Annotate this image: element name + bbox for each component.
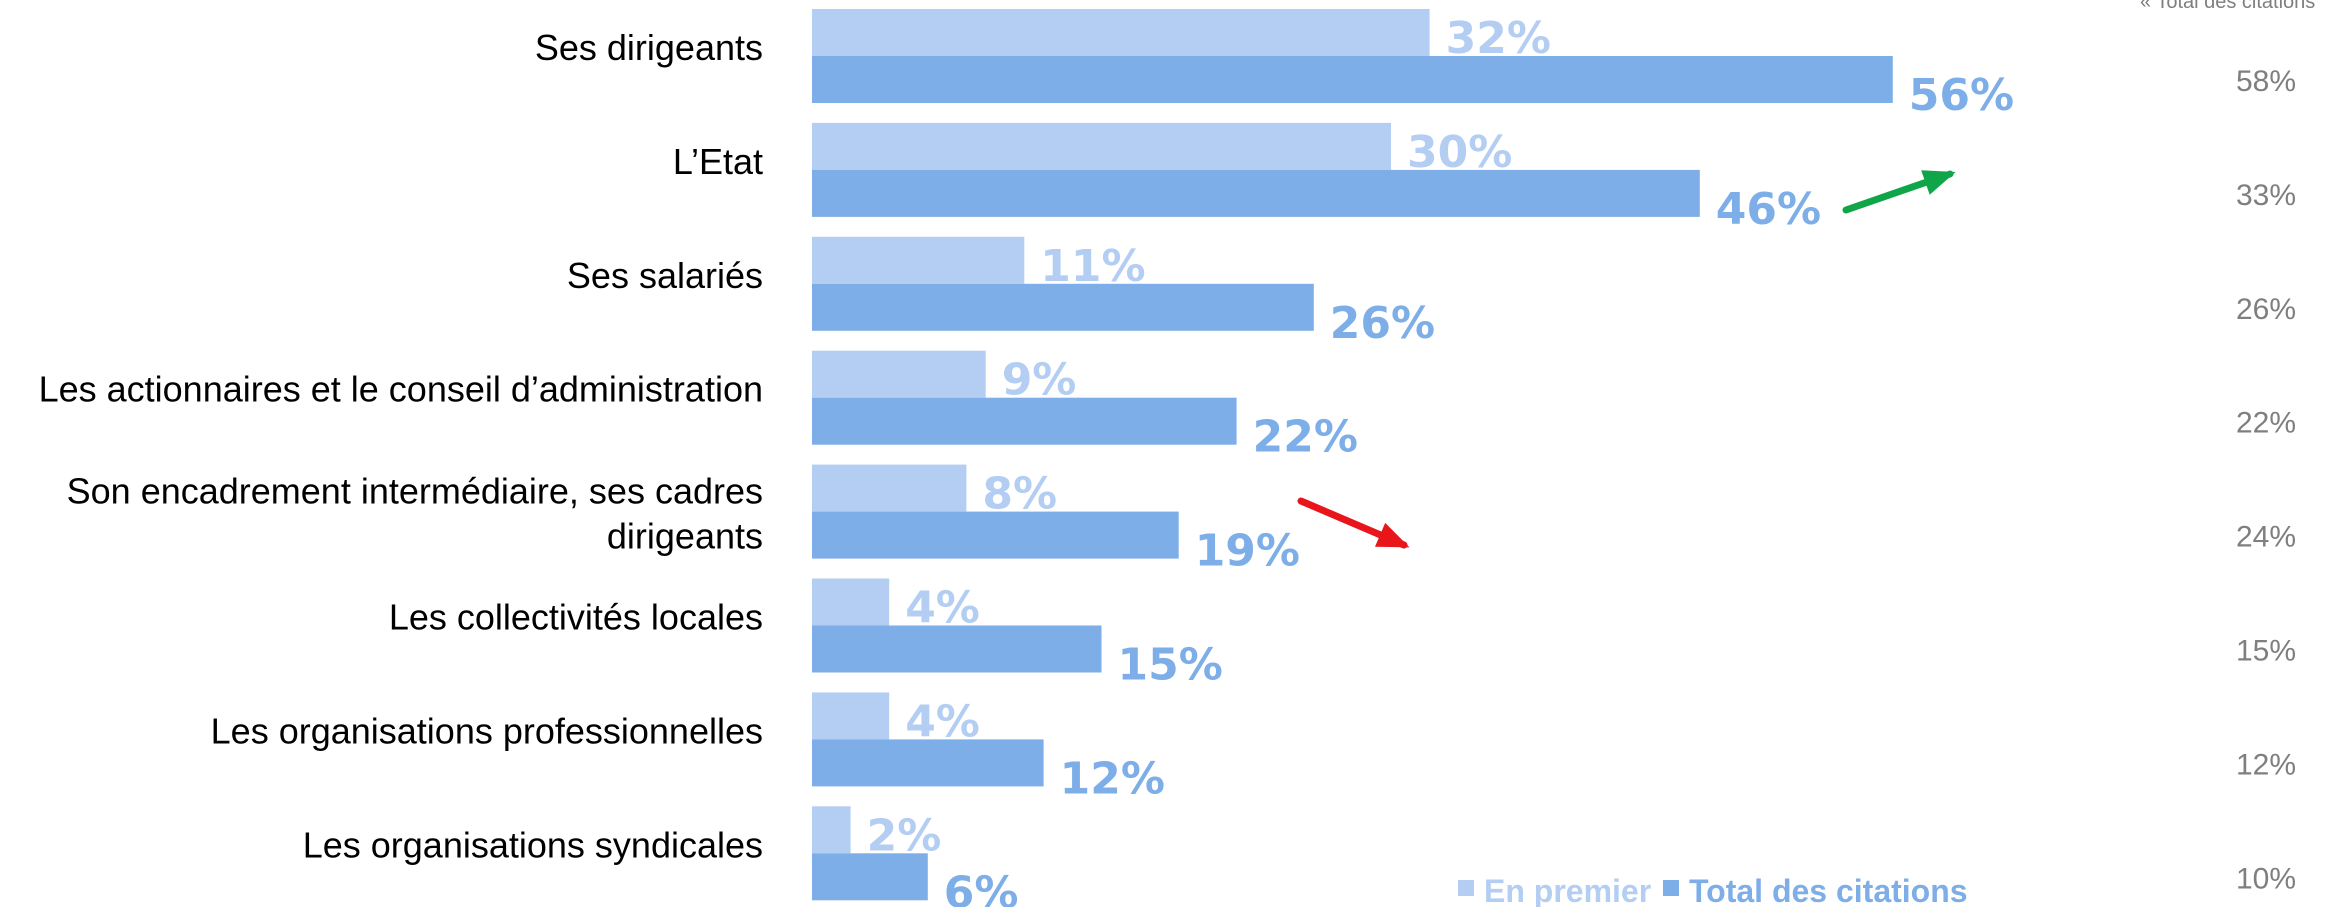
bar-total bbox=[812, 853, 928, 901]
data-label-first: 30% bbox=[1407, 127, 1512, 178]
data-label-total: 12% bbox=[1060, 753, 1165, 804]
category-label: Les actionnaires et le conseil d’adminis… bbox=[39, 369, 763, 410]
category-label: Les organisations syndicales bbox=[303, 824, 763, 865]
data-label-first: 32% bbox=[1446, 13, 1551, 64]
data-label-first: 9% bbox=[1002, 355, 1077, 406]
legend-label-first: En premier bbox=[1484, 873, 1651, 907]
bar-first bbox=[812, 806, 851, 854]
bar-group: Les organisations professionnelles 4% 12% 1… bbox=[211, 692, 2296, 804]
previous-total-label: 24% bbox=[2236, 521, 2296, 554]
data-label-first: 4% bbox=[905, 696, 980, 747]
legend-swatch-total bbox=[1663, 880, 1679, 896]
data-label-first: 8% bbox=[982, 469, 1057, 520]
bar-group: Ses salariés 11% 26% 26% bbox=[567, 236, 2296, 349]
previous-total-label: 15% bbox=[2236, 635, 2296, 668]
data-label-first: 2% bbox=[867, 810, 942, 861]
legend-label-total: Total des citations bbox=[1689, 873, 1968, 907]
data-label-first: 4% bbox=[905, 583, 980, 634]
previous-total-label: 33% bbox=[2236, 179, 2296, 212]
bar-group: L’Etat 30% 46% 33% bbox=[673, 122, 2296, 235]
bar-group: Les organisations syndicales 2%6% 10% bbox=[303, 806, 2296, 907]
bar-first bbox=[812, 578, 890, 626]
data-label-total: 19% bbox=[1195, 526, 1300, 577]
bar-total bbox=[812, 397, 1237, 445]
previous-total-label: 58% bbox=[2236, 65, 2296, 98]
legend-swatch-first bbox=[1458, 880, 1474, 896]
category-label: Son encadrement intermédiaire, ses cadre… bbox=[67, 471, 763, 557]
bar-total bbox=[812, 283, 1314, 331]
side-note: « Total des citations bbox=[2140, 0, 2315, 13]
previous-total-label: 26% bbox=[2236, 293, 2296, 326]
bar-total bbox=[812, 511, 1179, 559]
bar-group: Ses dirigeants 32% 56% 58% bbox=[535, 9, 2296, 121]
data-label-first: 11% bbox=[1040, 241, 1145, 292]
previous-total-label: 12% bbox=[2236, 748, 2296, 781]
legend: En premier Total des citations bbox=[1458, 873, 1968, 907]
data-label-total: 6% bbox=[944, 867, 1019, 907]
bars-layer: Ses dirigeants 32% 56% 58% L’Etat 30% 46% 33% Se… bbox=[39, 9, 2296, 907]
data-label-total: 26% bbox=[1330, 298, 1435, 349]
data-label-total: 56% bbox=[1909, 70, 2014, 121]
bar-first bbox=[812, 464, 967, 512]
bar-first bbox=[812, 692, 890, 740]
category-label: L’Etat bbox=[673, 141, 763, 182]
bar-total bbox=[812, 169, 1700, 217]
bar-total bbox=[812, 56, 1893, 103]
category-label: Ses salariés bbox=[567, 255, 763, 296]
bar-first bbox=[812, 9, 1430, 56]
trend-down-arrow-icon bbox=[1297, 497, 1410, 549]
bar-first bbox=[812, 122, 1391, 170]
trend-up-arrow-icon bbox=[1842, 170, 1956, 214]
data-label-total: 15% bbox=[1118, 640, 1223, 691]
bar-group: Les collectivités locales 4% 15% 15% bbox=[389, 578, 2296, 691]
bar-first bbox=[812, 236, 1025, 284]
bar-first bbox=[812, 350, 986, 398]
data-label-total: 22% bbox=[1253, 412, 1358, 463]
bar-total bbox=[812, 739, 1044, 787]
category-label: Ses dirigeants bbox=[535, 27, 763, 68]
category-label: Les organisations professionnelles bbox=[211, 710, 763, 751]
previous-total-label: 22% bbox=[2236, 407, 2296, 440]
category-label: Les collectivités locales bbox=[389, 597, 763, 638]
data-label-total: 46% bbox=[1716, 184, 1821, 235]
previous-total-label: 10% bbox=[2236, 862, 2296, 895]
bar-total bbox=[812, 625, 1102, 673]
bar-group: Son encadrement intermédiaire, ses cadre… bbox=[67, 464, 2296, 577]
bar-group: Les actionnaires et le conseil d’adminis… bbox=[39, 350, 2296, 463]
